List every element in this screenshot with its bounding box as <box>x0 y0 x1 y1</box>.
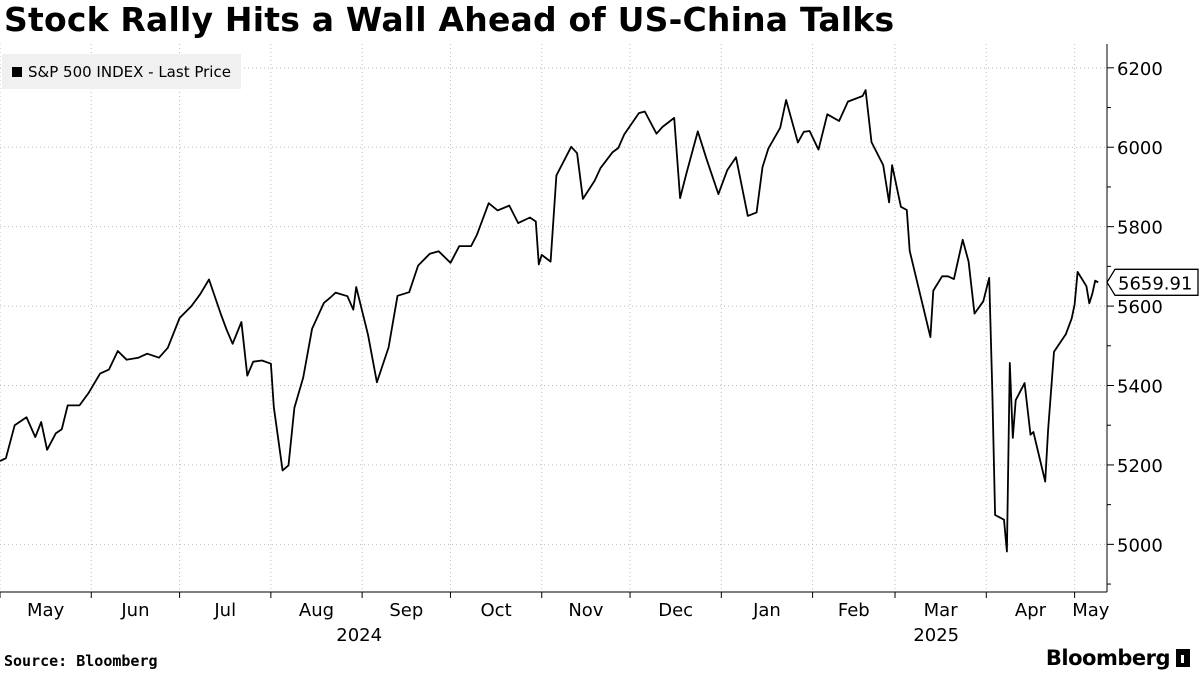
last-value-label: 5659.91 <box>1118 273 1192 294</box>
last-value-tag <box>1106 268 1199 296</box>
gridlines <box>0 44 1107 592</box>
x-tick-label: Apr <box>1015 600 1047 621</box>
axes <box>0 44 1114 598</box>
x-tick-label: Dec <box>658 600 693 621</box>
x-tick-label: Oct <box>481 600 512 621</box>
x-tick-label: Sep <box>389 600 423 621</box>
y-tick-label: 5800 <box>1117 218 1163 239</box>
brand-logo: Bloomberg <box>1046 646 1190 670</box>
x-year-label: 2024 <box>336 625 382 646</box>
brand-name: Bloomberg <box>1045 646 1171 670</box>
x-tick-label: Feb <box>838 600 870 621</box>
source-note: Source: Bloomberg <box>4 652 158 670</box>
x-year-label: 2025 <box>913 625 959 646</box>
x-tick-label: Nov <box>568 600 603 621</box>
x-tick-label: Mar <box>924 600 959 621</box>
y-tick-label: 5200 <box>1117 456 1163 477</box>
y-tick-label: 5600 <box>1117 297 1163 318</box>
x-tick-label: Aug <box>299 600 334 621</box>
series-line <box>0 89 1099 553</box>
chart-title: Stock Rally Hits a Wall Ahead of US-Chin… <box>4 0 895 39</box>
legend-swatch <box>12 66 22 77</box>
x-tick-label: Jan <box>752 600 781 621</box>
axis-labels: 5000 5200 5400 5600 5800 6000 6200 May Jun Jul Aug… <box>27 59 1199 646</box>
bloomberg-terminal-icon <box>1176 649 1190 667</box>
series-layer <box>0 89 1099 553</box>
x-tick-label: May <box>1072 600 1110 621</box>
legend-label: S&P 500 INDEX - Last Price <box>28 62 231 81</box>
y-tick-label: 5400 <box>1117 377 1163 398</box>
y-tick-label: 5000 <box>1117 535 1163 556</box>
x-tick-label: Jun <box>120 600 149 621</box>
y-tick-label: 6200 <box>1117 59 1163 80</box>
y-tick-label: 6000 <box>1117 138 1163 159</box>
legend: S&P 500 INDEX - Last Price <box>2 54 241 89</box>
x-tick-label: Jul <box>213 600 236 621</box>
x-tick-label: May <box>27 600 65 621</box>
